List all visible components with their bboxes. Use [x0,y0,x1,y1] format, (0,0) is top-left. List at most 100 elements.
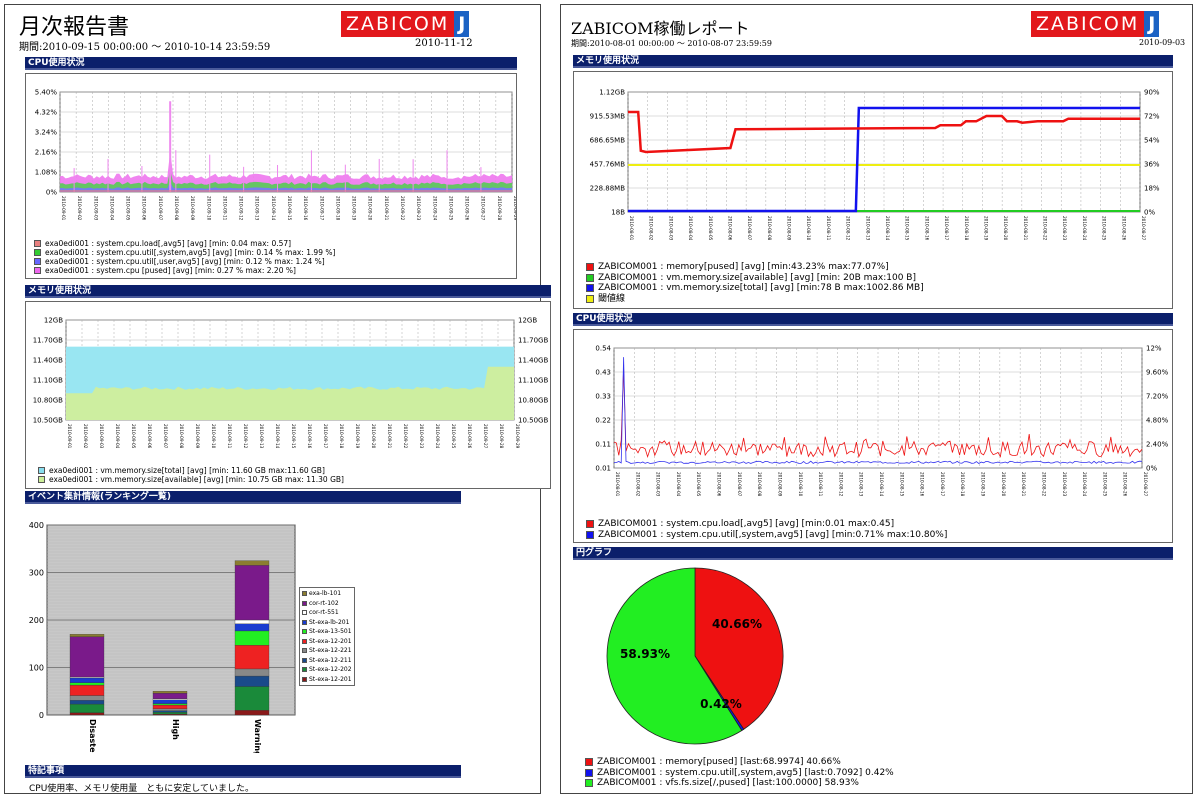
legend-item: ZABICOM001 : vm.memory.size[available] [… [586,273,924,284]
pie-chart: 40.66% 0.42% 58.93% [606,567,784,745]
x-tick-label: 2010-09-25 [448,196,453,221]
legend-item: ZABICOM001 : memory[pused] [last:68.9974… [585,757,894,768]
x-tick-label: 2010-09-10 [206,196,211,221]
x-tick-label: 2010-09-15 [291,424,296,449]
legend-swatch [34,249,41,256]
x-tick-label: 2010-09-22 [400,196,405,221]
x-tick-label: 2010-08-23 [1062,216,1067,241]
x-tick-label: 2010-09-13 [259,424,264,449]
legend-swatch [302,629,307,635]
legend-item: exa0edi001 : vm.memory.size[total] [avg]… [38,466,344,475]
series-cpu-user [60,181,512,192]
x-tick-label: 2010-08-10 [798,472,803,497]
y-tick-label: 1.12GB [599,89,625,97]
cpu-chart-legend: ZABICOM001 : system.cpu.load[,avg5] [avg… [586,519,947,540]
cpu-usage-chart: 0.54 12% 0.43 9.60% 0.33 7.20% 0.22 4.80% 0.11 2.… [595,345,1169,497]
cpu-section-header: CPU使用状況 [25,57,517,70]
x-tick-label: High [171,719,180,740]
pie-value-label: 0.42% [700,697,742,711]
x-tick-label: 2010-08-20 [1001,472,1006,497]
legend-item: St-exa-12-201 [302,637,352,647]
y-tick-label: 0.11 [595,441,611,449]
x-tick-label: 2010-08-22 [1041,472,1046,497]
series-cpu-pused [60,151,512,192]
legend-swatch [585,768,593,777]
x-tick-label: 2010-09-04 [115,424,120,449]
legend-swatch [34,258,41,265]
x-tick-label: 2010-08-05 [708,216,713,241]
x-tick-label: 2010-09-05 [131,424,136,449]
report-period: 期間:2010-09-15 00:00:00 〜 2010-10-14 23:5… [19,42,271,53]
legend-label: ZABICOM001 : vm.memory.size[total] [avg]… [598,283,924,293]
memory-section-header: メモリ使用状況 [573,55,1173,68]
bar-segment [234,645,270,670]
x-tick-label: 2010-08-13 [859,472,864,497]
legend-item: 閾値線 [586,294,924,305]
x-tick-label: 2010-09-05 [126,196,131,221]
x-tick-label: 2010-09-12 [243,424,248,449]
x-tick-label: 2010-08-10 [806,216,811,241]
bar-segment [152,703,188,706]
series-cpu-system [60,169,512,192]
y-tick-label-right: 36% [1144,161,1160,169]
pie-chart-legend: ZABICOM001 : memory[pused] [last:68.9974… [585,757,894,789]
bar-segment [234,710,270,716]
legend-label: exa0edi001 : system.cpu [pused] [avg] [m… [45,266,296,275]
y-tick-label: 400 [29,521,44,530]
y-tick-label-right: 7.20% [1146,393,1169,401]
x-tick-label: 2010-08-08 [757,472,762,497]
legend-label: cor-rt-102 [309,599,339,607]
memory-chart-legend: ZABICOM001 : memory[pused] [avg] [min:43… [586,262,924,304]
x-tick-label: 2010-08-03 [668,216,673,241]
zabicom-logo: ZABICOM J [1031,11,1160,37]
x-tick-label: 2010-08-11 [826,216,831,241]
memory-usage-chart: 1.12GB 90% 915.53MB 72% 686.65MB 54% 457.76MB 3… [590,89,1160,241]
x-tick-label: 2010-08-25 [1102,216,1107,241]
x-tick-label: 2010-09-01 [61,196,66,221]
event-section-header: イベント集計情報(ランキング一覧) [25,491,461,504]
pie-value-label: 40.66% [712,617,762,631]
legend-swatch [302,591,307,597]
legend-swatch [302,600,307,606]
legend-item: exa-lb-101 [302,589,352,599]
operation-report-page: ZABICOM稼働レポート 期間:2010-08-01 00:00:00 〜 2… [560,4,1193,794]
x-tick-label: 2010-09-21 [387,424,392,449]
y-tick-label: 10.50GB [33,417,63,425]
x-tick-label: 2010-08-04 [688,216,693,241]
legend-item: exa0edi001 : system.cpu [pused] [avg] [m… [34,266,335,275]
event-chart-legend: exa-lb-101 cor-rt-102 cor-rt-551 St-exa-lb-… [299,587,355,686]
y-tick-label: 1.08% [35,169,58,177]
x-tick-label: Disaster [88,719,97,753]
bar-segment [234,686,270,711]
x-tick-label: 2010-08-25 [1102,472,1107,497]
x-tick-label: 2010-08-18 [964,216,969,241]
bar-segment [234,619,270,624]
x-tick-label: 2010-09-06 [142,196,147,221]
bar-segment [152,692,188,699]
x-tick-label: 2010-08-27 [1143,472,1148,497]
x-tick-label: 2010-08-20 [1003,216,1008,241]
x-tick-label: 2010-08-07 [747,216,752,241]
x-tick-label: 2010-08-14 [885,216,890,241]
legend-item: St-exa-lb-201 [302,618,352,628]
series-cpu-load [613,368,1143,459]
y-tick-label: 11.70GB [33,337,63,345]
x-tick-label: 2010-09-10 [211,424,216,449]
series-cpu-system [614,357,1143,464]
legend-swatch [38,467,45,474]
x-tick-label: 2010-08-01 [615,472,620,497]
report-date: 2010-09-03 [1139,38,1186,47]
legend-swatch [586,263,594,272]
legend-swatch [302,610,307,616]
x-tick-label: 2010-09-04 [109,196,114,221]
legend-swatch [302,638,307,644]
legend-swatch [302,676,307,682]
legend-label: exa0edi001 : vm.memory.size[available] [… [49,475,344,484]
bar-segment [69,712,105,716]
x-tick-label: 2010-08-12 [838,472,843,497]
x-tick-label: 2010-09-25 [451,424,456,449]
zabicom-logo: ZABICOM J [341,11,470,37]
x-tick-label: 2010-09-19 [355,424,360,449]
bar-segment [69,636,105,678]
legend-label: St-exa-12-221 [309,647,352,654]
